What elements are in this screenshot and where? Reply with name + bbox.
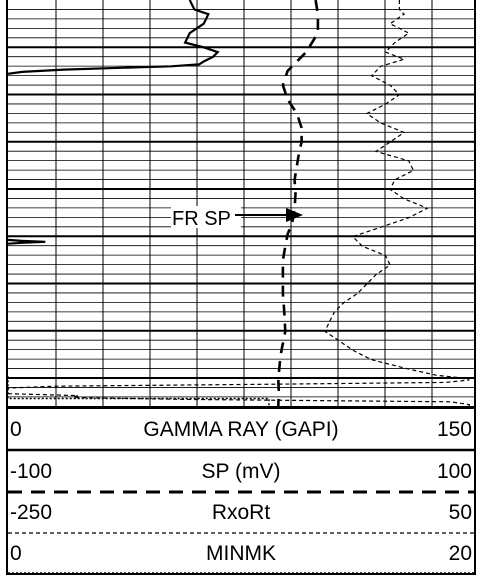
minmk-min: 0 [10,542,22,565]
rxort-max: 50 [448,501,472,524]
gamma-ray-curve-kick [7,238,46,245]
minmk-label: MINMK [206,542,276,565]
sp-min: -100 [10,460,53,483]
grid [8,0,474,408]
rxort-min: -250 [10,501,53,524]
minmk-curve [7,376,270,407]
sp-label: SP (mV) [201,460,281,483]
header-row-gamma-ray: 0 GAMMA RAY (GAPI) 150 [8,410,474,450]
header-row-minmk: 0 MINMK 20 [8,534,474,574]
rxort-curve [7,0,470,407]
header-row-sp: -100 SP (mV) 100 [8,452,474,492]
sp-max: 100 [436,460,472,483]
callout-label: FR SP [172,208,231,230]
callout-bg [171,206,241,228]
curves [7,0,470,408]
header-row-rxort: -250 RxoRt 50 [8,493,474,533]
fr-sp-callout: FR SP [171,206,303,230]
sp-curve [276,0,320,408]
minmk-max: 20 [448,542,472,565]
log-frame [6,0,476,575]
callout-arrowhead [286,208,303,222]
gr-max: 150 [436,418,472,441]
rxort-label: RxoRt [211,501,271,524]
gr-label: GAMMA RAY (GAPI) [143,418,339,441]
gamma-ray-curve [7,0,220,75]
gr-min: 0 [10,418,22,441]
header-lines [8,407,474,574]
